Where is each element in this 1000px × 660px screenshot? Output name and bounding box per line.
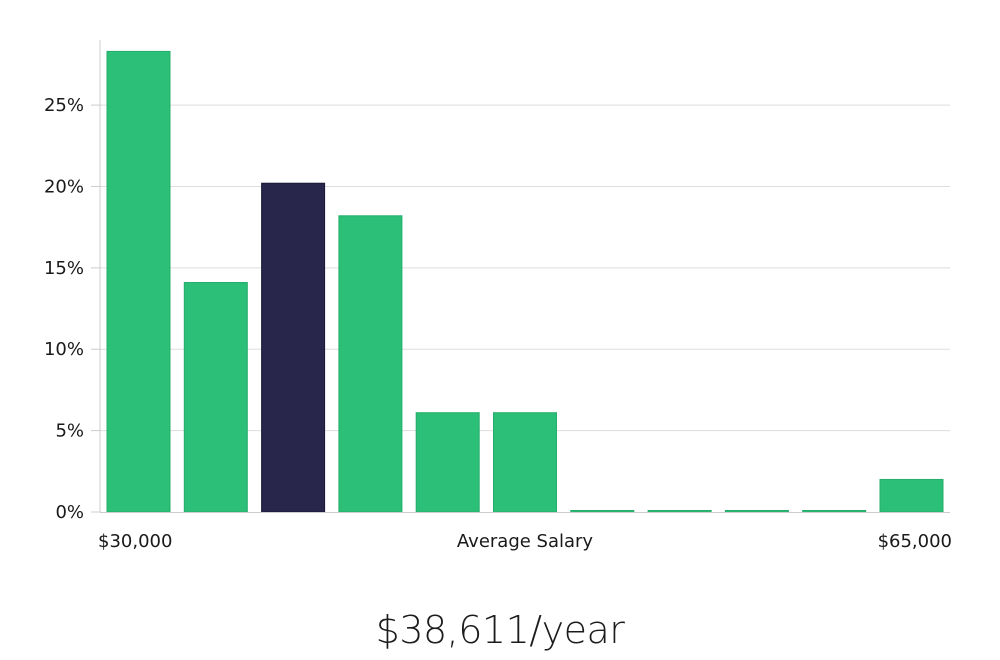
x-axis-title: Average Salary (457, 531, 594, 552)
y-tick-label: 25% (44, 95, 84, 116)
salary-distribution-chart: 0%5%10%15%20%25% $30,000 Average Salary … (44, 40, 952, 552)
average-salary-value: $38,611/year (375, 608, 625, 652)
bar (183, 282, 248, 513)
y-tick-label: 0% (55, 502, 84, 523)
bar (724, 510, 789, 513)
bar (106, 50, 171, 513)
x-min-label: $30,000 (98, 531, 172, 552)
bar-highlighted (261, 182, 326, 513)
x-max-label: $65,000 (878, 531, 952, 552)
y-tick-label: 5% (55, 421, 84, 442)
bar (493, 412, 557, 513)
y-tick-label: 15% (44, 258, 84, 279)
bar (647, 510, 712, 513)
bars (106, 50, 944, 513)
bar (879, 478, 944, 513)
y-axis-ticks: 0% 5% 10% 15% 20% 25% (44, 95, 100, 523)
bar (415, 412, 480, 513)
bar (802, 510, 867, 513)
bar (570, 510, 635, 513)
y-tick-label: 10% (44, 339, 84, 360)
bar (338, 215, 403, 513)
y-tick-label: 20% (44, 176, 84, 197)
